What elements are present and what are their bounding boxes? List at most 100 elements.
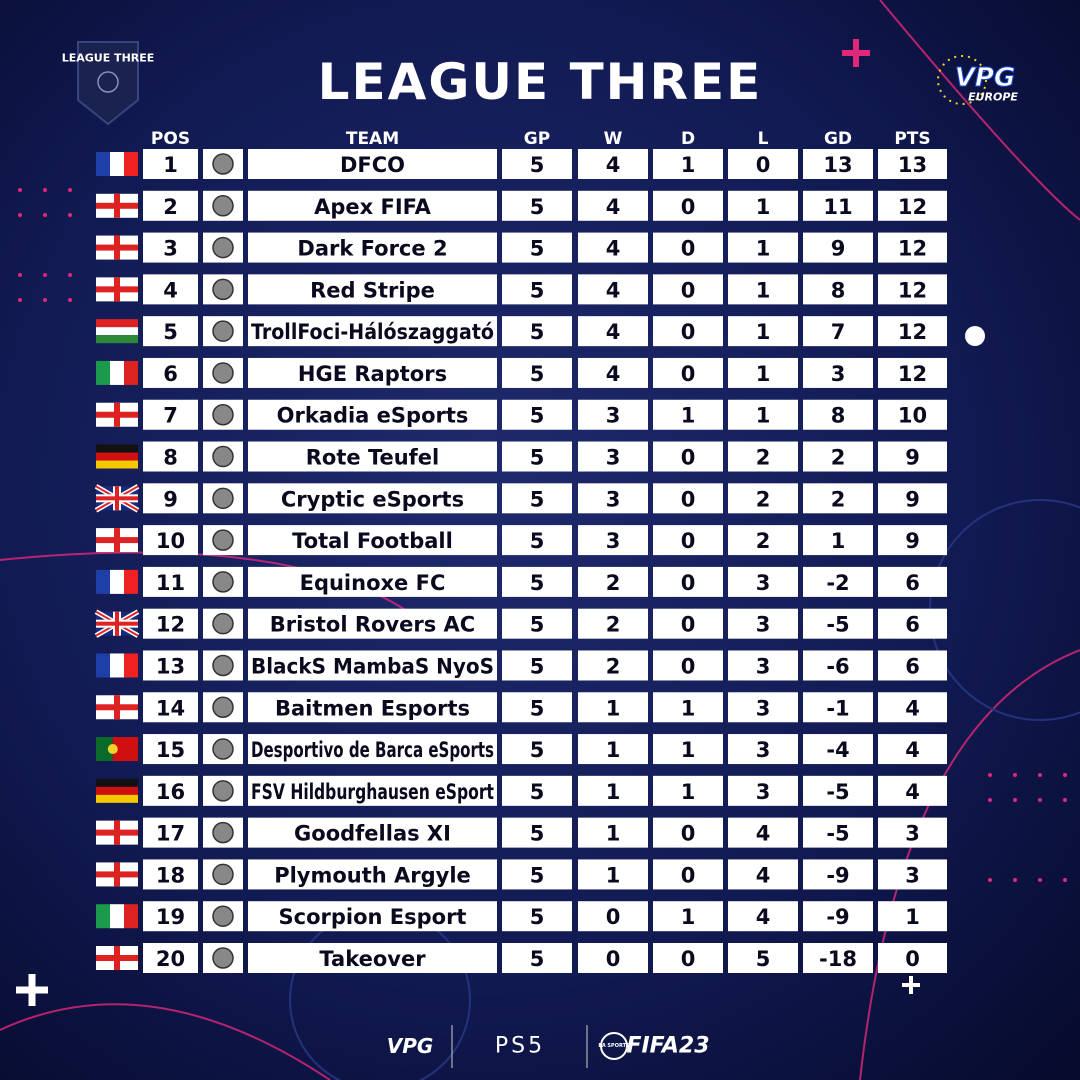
team-logo <box>212 445 234 468</box>
w-value: 2 <box>606 654 621 678</box>
l-value: 1 <box>756 404 771 428</box>
l-cell <box>728 357 798 388</box>
w-value: 0 <box>606 905 621 929</box>
team-cell <box>248 692 497 723</box>
l-cell <box>728 650 798 681</box>
flag-part <box>110 569 124 594</box>
l-cell <box>728 901 798 932</box>
team-cell <box>248 399 497 430</box>
pos-cell <box>143 692 198 723</box>
l-value: 5 <box>756 947 771 971</box>
l-cell <box>728 859 798 890</box>
team-logo <box>212 863 234 886</box>
pos-cell <box>143 357 198 388</box>
flag <box>96 528 138 553</box>
gp-value: 5 <box>530 696 545 720</box>
gd-value: 2 <box>831 446 846 470</box>
l-value: 3 <box>756 571 771 595</box>
gp-cell <box>502 441 572 472</box>
l-value: 4 <box>756 822 771 846</box>
flag-part <box>124 569 138 594</box>
flag-part <box>96 335 138 344</box>
team-value: Cryptic eSports <box>281 487 464 511</box>
gp-value: 5 <box>530 863 545 887</box>
pos-cell <box>143 650 198 681</box>
w-cell <box>578 859 648 890</box>
gd-cell <box>803 441 873 472</box>
column-header: GD <box>824 129 852 149</box>
flag <box>96 152 138 176</box>
flag <box>94 609 140 638</box>
ea-emblem <box>600 1032 628 1060</box>
team-value: Desportivo de Barca eSports <box>251 738 494 762</box>
w-value: 4 <box>606 278 621 302</box>
pos-cell <box>143 525 198 556</box>
gd-value: 8 <box>831 404 846 428</box>
pos-value: 9 <box>163 487 178 511</box>
w-cell <box>578 525 648 556</box>
gp-cell <box>502 274 572 305</box>
w-value: 1 <box>606 863 621 887</box>
gp-cell <box>502 775 572 806</box>
gd-cell <box>803 149 873 179</box>
flag-part <box>96 286 138 293</box>
pos-value: 12 <box>156 613 185 637</box>
gd-cell <box>803 692 873 723</box>
title: LEAGUE THREE <box>318 53 763 111</box>
flag-part <box>96 778 138 787</box>
pts-cell <box>878 859 947 890</box>
gd-cell <box>803 943 873 973</box>
gd-cell <box>803 483 873 514</box>
pts-value: 13 <box>898 153 927 177</box>
pos-cell <box>143 399 198 430</box>
gd-cell <box>803 525 873 556</box>
l-cell <box>728 441 798 472</box>
w-cell <box>578 650 648 681</box>
gp-cell <box>502 190 572 221</box>
d-value: 0 <box>681 195 696 219</box>
d-value: 0 <box>681 529 696 553</box>
column-header: POS <box>151 129 190 149</box>
l-cell <box>728 525 798 556</box>
team-value: Dark Force 2 <box>297 237 447 261</box>
pts-value: 9 <box>905 487 920 511</box>
flag-part <box>96 621 138 626</box>
gd-value: -4 <box>826 738 849 762</box>
w-value: 3 <box>606 404 621 428</box>
d-cell <box>653 232 723 263</box>
pos-cell <box>143 316 198 347</box>
pos-cell <box>143 483 198 514</box>
flag-part <box>96 411 138 418</box>
pts-value: 6 <box>905 654 920 678</box>
flag-part <box>96 704 138 711</box>
d-cell <box>653 149 723 179</box>
pts-cell <box>878 566 947 597</box>
team-value: BlackS MambaS NyoS <box>251 654 494 678</box>
team-cell <box>248 190 497 221</box>
badge-emblem <box>97 71 119 93</box>
flag-part <box>124 152 138 176</box>
team-logo <box>212 905 234 927</box>
w-cell <box>578 399 648 430</box>
flag-part <box>96 202 138 209</box>
gp-cell <box>502 525 572 556</box>
team-cell <box>248 608 497 639</box>
flag-part <box>110 653 124 678</box>
l-cell <box>728 566 798 597</box>
pos-value: 2 <box>163 195 178 219</box>
d-cell <box>653 399 723 430</box>
gp-value: 5 <box>530 738 545 762</box>
badge-text: LEAGUE THREE <box>62 52 155 65</box>
gd-value: 3 <box>831 362 846 386</box>
gd-value: -9 <box>826 905 849 929</box>
flag-part <box>96 244 138 251</box>
pts-value: 6 <box>905 571 920 595</box>
footer-publisher: EA SPORTS <box>598 1043 630 1049</box>
d-cell <box>653 817 723 848</box>
column-header: D <box>681 129 695 149</box>
gp-value: 5 <box>530 237 545 261</box>
w-value: 2 <box>606 571 621 595</box>
gd-value: -18 <box>819 947 857 971</box>
team-value: Takeover <box>319 947 426 971</box>
